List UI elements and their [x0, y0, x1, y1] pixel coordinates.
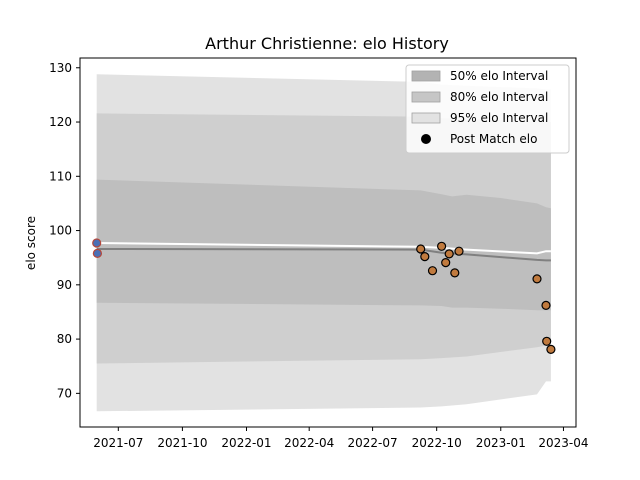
- legend-label: 80% elo Interval: [450, 90, 548, 104]
- x-tick-label: 2021-10: [157, 436, 207, 450]
- post-match-elo-point: [92, 238, 102, 248]
- legend-swatch: [411, 91, 441, 103]
- x-tick-label: 2021-07: [93, 436, 143, 450]
- x-tick-label: 2022-04: [284, 436, 334, 450]
- post-match-elo-point: [441, 258, 451, 268]
- y-tick-label: 80: [57, 332, 72, 346]
- post-match-elo-point: [437, 241, 447, 251]
- x-tick-label: 2022-10: [412, 436, 462, 450]
- x-tick-label: 2023-01: [476, 436, 526, 450]
- y-tick-label: 70: [57, 386, 72, 400]
- post-match-elo-point: [542, 336, 552, 346]
- legend-swatch: [411, 70, 441, 82]
- post-match-elo-point: [541, 300, 551, 310]
- post-match-elo-point: [532, 274, 542, 284]
- legend: 50% elo Interval 80% elo Interval 95% elo …: [405, 64, 570, 154]
- x-axis: 2021-07 2021-10 2022-01 2022-04 2022-07 2022-…: [93, 427, 589, 450]
- post-match-elo-point: [450, 268, 460, 278]
- post-match-elo-point: [92, 248, 103, 258]
- legend-label: Post Match elo: [450, 132, 537, 146]
- post-match-elo-point: [427, 266, 438, 276]
- y-tick-label: 130: [49, 61, 72, 75]
- post-match-elo-point: [444, 249, 454, 259]
- legend-box: [405, 64, 570, 154]
- x-tick-label: 2022-01: [221, 436, 271, 450]
- y-tick-label: 100: [49, 224, 72, 238]
- axes-frame: [79, 57, 577, 428]
- post-match-elo-point: [416, 244, 426, 254]
- legend-marker: [421, 134, 431, 144]
- post-match-elo-point: [546, 344, 556, 354]
- x-tick-label: 2022-07: [348, 436, 398, 450]
- plot-area: [79, 57, 577, 428]
- y-tick-label: 110: [49, 169, 72, 183]
- x-tick-label: 2023-04: [538, 436, 588, 450]
- y-axis-label: elo score: [24, 216, 38, 270]
- legend-swatch: [411, 112, 441, 124]
- post-match-elo-point: [454, 246, 464, 256]
- chart-title: Arthur Christienne: elo History: [205, 34, 449, 53]
- post-match-elo-point: [420, 252, 430, 262]
- y-tick-label: 120: [49, 115, 72, 129]
- y-tick-label: 90: [57, 278, 72, 292]
- legend-label: 50% elo Interval: [450, 69, 548, 83]
- y-axis: 70 80 90 100 110 120 130: [49, 61, 80, 400]
- legend-label: 95% elo Interval: [450, 111, 548, 125]
